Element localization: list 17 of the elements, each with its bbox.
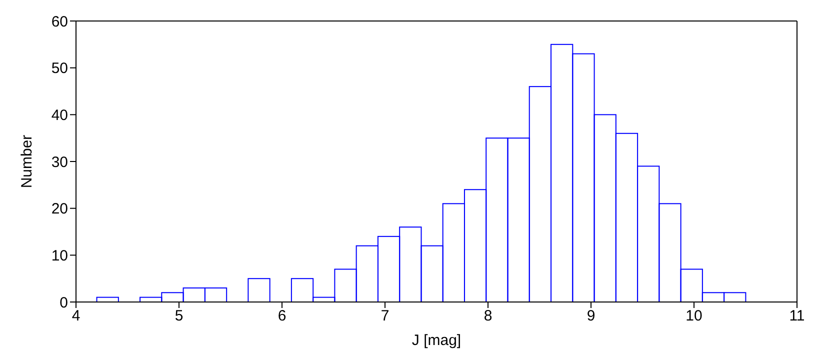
y-tick-label: 0 (60, 294, 68, 312)
y-axis-title: Number (18, 134, 36, 188)
x-tick-label: 9 (586, 308, 596, 325)
x-tick-label: 11 (789, 308, 805, 325)
y-tick-label: 50 (51, 60, 68, 78)
y-tick-label: 20 (51, 200, 68, 218)
x-tick-label: 5 (174, 308, 184, 325)
x-tick-label: 10 (686, 308, 702, 325)
x-axis-title: J [mag] (412, 332, 462, 349)
x-tick-label: 4 (72, 308, 80, 325)
y-tick-label: 60 (51, 13, 68, 30)
y-tick-label: 40 (51, 106, 68, 124)
y-tick-label: 30 (51, 154, 68, 171)
y-tick-label: 10 (51, 247, 68, 264)
x-tick-label: 6 (278, 308, 286, 325)
x-tick-label: 7 (380, 308, 390, 325)
x-tick-label: 8 (484, 308, 492, 325)
